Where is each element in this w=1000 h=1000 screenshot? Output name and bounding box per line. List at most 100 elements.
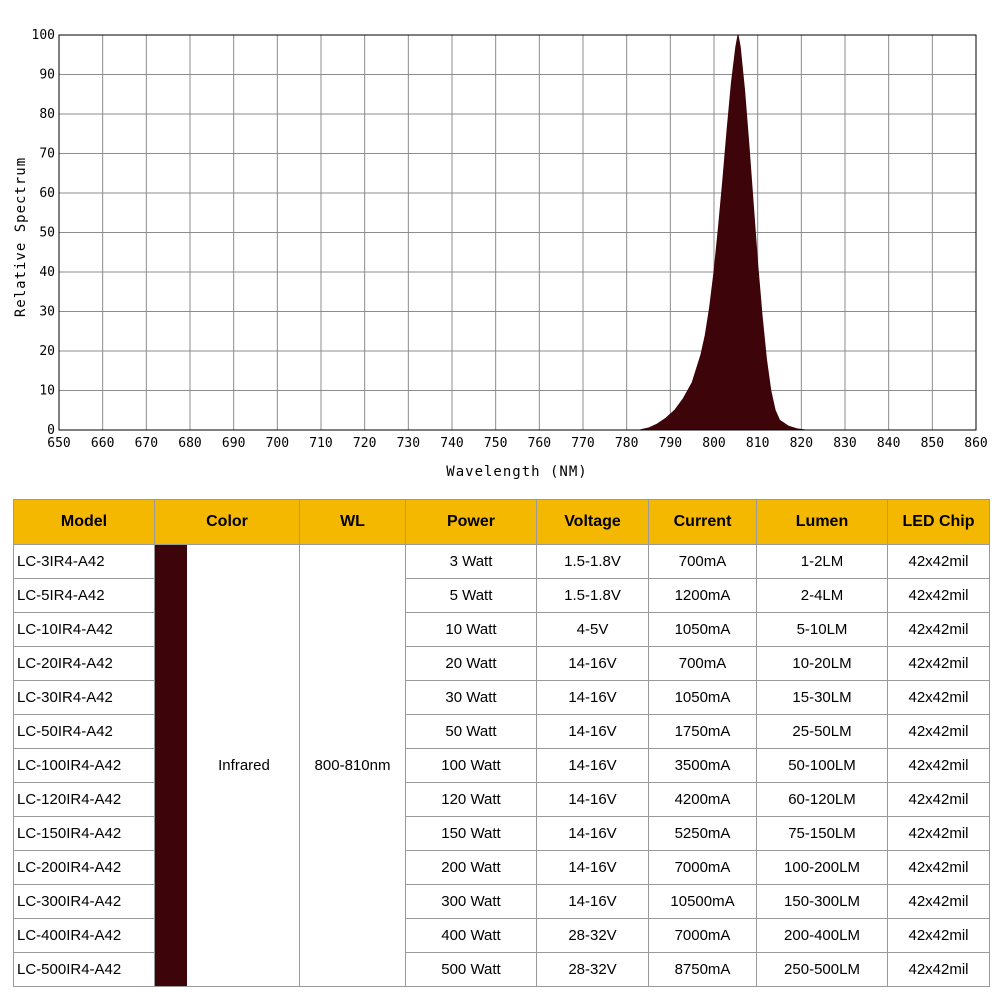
y-tick-label: 30 xyxy=(39,305,55,320)
x-tick-label: 660 xyxy=(91,436,114,451)
y-tick-label: 0 xyxy=(47,423,55,438)
y-tick-label: 80 xyxy=(39,107,55,122)
led-chip-cell: 42x42mil xyxy=(887,748,990,783)
y-tick-label: 70 xyxy=(39,147,55,162)
model-cell: LC-200IR4-A42 xyxy=(13,850,155,885)
y-tick-label: 50 xyxy=(39,226,55,241)
header-led-chip: LED Chip xyxy=(887,499,990,545)
x-tick-label: 770 xyxy=(571,436,594,451)
x-tick-label: 790 xyxy=(659,436,682,451)
model-cell: LC-10IR4-A42 xyxy=(13,612,155,647)
model-cell: LC-5IR4-A42 xyxy=(13,578,155,613)
table-row: LC-20IR4-A42 20 Watt 14-16V 700mA 10-20LM 42x… xyxy=(13,646,990,681)
x-tick-label: 650 xyxy=(47,436,70,451)
chart-grid xyxy=(58,34,977,431)
power-cell: 150 Watt xyxy=(405,816,537,851)
table-row: LC-400IR4-A42 400 Watt 28-32V 7000mA 200-400… xyxy=(13,918,990,953)
x-tick-label: 740 xyxy=(440,436,463,451)
y-tick-label: 90 xyxy=(39,68,55,83)
current-cell: 5250mA xyxy=(648,816,757,851)
y-tick-label: 60 xyxy=(39,186,55,201)
model-cell: LC-20IR4-A42 xyxy=(13,646,155,681)
voltage-cell: 1.5-1.8V xyxy=(536,578,649,613)
color-name: Infrared xyxy=(218,757,270,774)
power-cell: 20 Watt xyxy=(405,646,537,681)
power-cell: 10 Watt xyxy=(405,612,537,647)
model-cell: LC-50IR4-A42 xyxy=(13,714,155,749)
x-tick-label: 750 xyxy=(484,436,507,451)
spec-table: Model Color WL Power Voltage Current Lum… xyxy=(13,499,990,987)
voltage-cell: 4-5V xyxy=(536,612,649,647)
model-cell: LC-3IR4-A42 xyxy=(13,544,155,579)
x-tick-label: 680 xyxy=(178,436,201,451)
power-cell: 400 Watt xyxy=(405,918,537,953)
header-voltage: Voltage xyxy=(536,499,649,545)
current-cell: 1200mA xyxy=(648,578,757,613)
voltage-cell: 28-32V xyxy=(536,952,649,987)
lumen-cell: 200-400LM xyxy=(756,918,888,953)
power-cell: 120 Watt xyxy=(405,782,537,817)
table-row: LC-150IR4-A42 150 Watt 14-16V 5250mA 75-150L… xyxy=(13,816,990,851)
x-tick-label: 820 xyxy=(790,436,813,451)
lumen-cell: 75-150LM xyxy=(756,816,888,851)
power-cell: 50 Watt xyxy=(405,714,537,749)
model-cell: LC-30IR4-A42 xyxy=(13,680,155,715)
table-row: LC-3IR4-A42 Infrared 800-810nm 3 Watt 1.5-1.… xyxy=(13,544,990,987)
lumen-cell: 50-100LM xyxy=(756,748,888,783)
led-chip-cell: 42x42mil xyxy=(887,884,990,919)
led-chip-cell: 42x42mil xyxy=(887,918,990,953)
model-cell: LC-100IR4-A42 xyxy=(13,748,155,783)
x-tick-label: 800 xyxy=(702,436,725,451)
y-tick-label: 20 xyxy=(39,344,55,359)
header-color: Color xyxy=(154,499,300,545)
x-axis-title: Wavelength (NM) xyxy=(446,464,587,480)
spectrum-area xyxy=(639,34,807,431)
table-row: LC-5IR4-A42 5 Watt 1.5-1.8V 1200mA 2-4LM 42x4… xyxy=(13,578,990,613)
power-cell: 100 Watt xyxy=(405,748,537,783)
y-tick-labels: 0 10 20 30 40 50 60 70 80 90 100 xyxy=(32,28,55,438)
power-cell: 200 Watt xyxy=(405,850,537,885)
x-tick-label: 840 xyxy=(877,436,900,451)
lumen-cell: 150-300LM xyxy=(756,884,888,919)
lumen-cell: 250-500LM xyxy=(756,952,888,987)
model-cell: LC-150IR4-A42 xyxy=(13,816,155,851)
current-cell: 700mA xyxy=(648,544,757,579)
x-tick-label: 850 xyxy=(921,436,944,451)
current-cell: 4200mA xyxy=(648,782,757,817)
led-chip-cell: 42x42mil xyxy=(887,680,990,715)
x-tick-label: 700 xyxy=(266,436,289,451)
led-chip-cell: 42x42mil xyxy=(887,646,990,681)
lumen-cell: 5-10LM xyxy=(756,612,888,647)
led-chip-cell: 42x42mil xyxy=(887,782,990,817)
lumen-cell: 25-50LM xyxy=(756,714,888,749)
led-chip-cell: 42x42mil xyxy=(887,816,990,851)
power-cell: 5 Watt xyxy=(405,578,537,613)
y-axis-title: Relative Spectrum xyxy=(13,157,29,317)
x-tick-labels: 650 660 670 680 690 700 710 720 730 740 750 760 770 7… xyxy=(47,436,987,451)
x-tick-label: 720 xyxy=(353,436,376,451)
power-cell: 3 Watt xyxy=(405,544,537,579)
led-chip-cell: 42x42mil xyxy=(887,612,990,647)
led-chip-cell: 42x42mil xyxy=(887,952,990,987)
x-tick-label: 830 xyxy=(833,436,856,451)
power-cell: 30 Watt xyxy=(405,680,537,715)
model-cell: LC-300IR4-A42 xyxy=(13,884,155,919)
voltage-cell: 1.5-1.8V xyxy=(536,544,649,579)
voltage-cell: 14-16V xyxy=(536,714,649,749)
model-cell: LC-500IR4-A42 xyxy=(13,952,155,987)
x-tick-label: 780 xyxy=(615,436,638,451)
power-cell: 500 Watt xyxy=(405,952,537,987)
x-tick-label: 710 xyxy=(309,436,332,451)
table-row: LC-100IR4-A42 100 Watt 14-16V 3500mA 50-100L… xyxy=(13,748,990,783)
current-cell: 7000mA xyxy=(648,918,757,953)
voltage-cell: 28-32V xyxy=(536,918,649,953)
lumen-cell: 15-30LM xyxy=(756,680,888,715)
voltage-cell: 14-16V xyxy=(536,782,649,817)
header-current: Current xyxy=(648,499,757,545)
model-cell: LC-120IR4-A42 xyxy=(13,782,155,817)
y-tick-label: 10 xyxy=(39,384,55,399)
x-tick-label: 760 xyxy=(528,436,551,451)
table-body: LC-3IR4-A42 Infrared 800-810nm 3 Watt 1.5-1.… xyxy=(13,544,990,987)
color-swatch xyxy=(155,545,187,986)
current-cell: 1750mA xyxy=(648,714,757,749)
